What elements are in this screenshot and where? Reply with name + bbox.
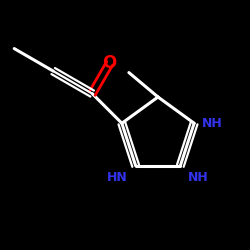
Text: O: O [102,54,117,72]
Text: HN: HN [107,171,128,184]
Text: NH: NH [202,117,223,130]
Text: NH: NH [188,171,209,184]
